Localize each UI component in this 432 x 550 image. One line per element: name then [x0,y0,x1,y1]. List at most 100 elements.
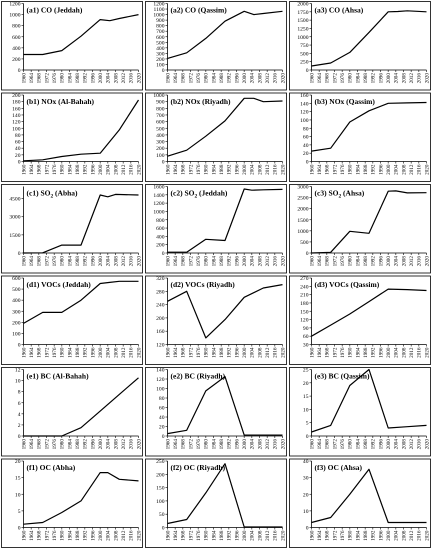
x-tick-label: 1992 [371,347,377,358]
x-tick-label: 1964 [29,439,35,450]
y-tick-label: 120 [300,110,309,116]
x-tick-label: 1972 [188,256,194,267]
x-tick-label: 1968 [325,530,331,541]
x-tick-label: 2008 [401,530,407,541]
x-tick-label: 1976 [340,164,346,175]
y-tick-label: 700 [156,29,165,35]
x-tick-label: 1996 [90,256,96,267]
x-tick-label: 1976 [196,164,202,175]
panel-frame [1,458,143,548]
x-tick-label: 2000 [98,256,104,267]
x-tick-label: 1992 [227,530,233,541]
y-tick-label: 1250 [297,26,308,32]
x-tick-label: 1984 [67,530,73,541]
x-tick-label: 1984 [211,164,217,175]
y-tick-label: 120 [156,343,165,349]
panel-frame [289,1,431,91]
panel-title: (d2) VOCs (Riyadh) [171,280,236,289]
x-tick-label: 2004 [250,164,256,175]
y-tick-label: 400 [156,46,165,52]
x-tick-label: 1980 [60,73,66,84]
y-tick-label: 240 [156,303,165,309]
x-tick-label: 1976 [196,73,202,84]
y-tick-label: 2000 [297,207,308,213]
x-tick-label: 2020 [424,439,430,450]
x-tick-label: 2008 [113,347,119,358]
x-tick-label: 1960 [21,530,27,541]
x-tick-label: 1960 [165,530,171,541]
y-tick-label: 270 [300,276,309,282]
x-tick-label: 1968 [37,256,43,267]
x-tick-label: 1980 [348,439,354,450]
x-tick-label: 1980 [348,347,354,358]
panel-title: (c3) SO2 (Ahsa) [315,189,365,200]
panel-frame [145,367,287,457]
y-tick-label: 1750 [297,10,308,16]
x-tick-label: 1960 [165,164,171,175]
panel-title: (d3) VOCs (Qassim) [315,280,380,289]
x-tick-label: 2012 [409,164,415,175]
y-tick-label: 200 [156,472,165,478]
y-tick-label: 900 [156,18,165,24]
x-tick-label: 1996 [90,530,96,541]
panel-frame [145,458,287,548]
y-tick-label: 20 [15,153,21,159]
x-tick-label: 1972 [332,439,338,450]
x-tick-label: 2000 [242,439,248,450]
y-tick-label: 80 [15,133,21,139]
x-tick-label: 2016 [129,439,135,450]
y-tick-label: 1000 [297,35,308,41]
chart-panel: 0 500 1000 1500 2000 2500 3000 1960 1964 1968 1972… [289,184,431,274]
x-tick-label: 1988 [363,439,369,450]
x-tick-label: 1968 [37,530,43,541]
x-tick-label: 1992 [83,439,89,450]
x-tick-label: 1992 [227,164,233,175]
y-tick-label: 250 [156,459,165,465]
y-tick-label: 0 [162,526,165,532]
panel-title: (d1) VOCs (Jeddah) [27,280,92,289]
x-tick-label: 1972 [44,164,50,175]
x-tick-label: 1976 [340,256,346,267]
x-tick-label: 2004 [394,347,400,358]
x-tick-label: 1960 [165,256,171,267]
y-tick-label: 140 [300,101,309,107]
x-tick-label: 2000 [98,164,104,175]
x-tick-label: 1964 [317,347,323,358]
series-line [311,468,427,524]
y-tick-label: 1200 [9,2,20,8]
x-tick-label: 1964 [317,73,323,84]
y-tick-label: 250 [300,60,309,66]
x-tick-label: 2016 [273,73,279,84]
y-tick-label: 1500 [9,233,20,239]
x-tick-label: 1984 [211,530,217,541]
x-tick-label: 2008 [113,164,119,175]
y-tick-label: 0 [162,68,165,74]
x-tick-label: 2020 [424,164,430,175]
x-tick-label: 1972 [44,439,50,450]
x-tick-label: 1980 [348,164,354,175]
y-tick-label: 3000 [297,185,308,191]
x-tick-label: 2004 [394,530,400,541]
x-tick-label: 1960 [21,347,27,358]
panel-title: (b1) NOx (Al-Bahah) [27,97,95,106]
y-tick-label: 20 [303,492,309,498]
x-tick-label: 2012 [121,439,127,450]
x-tick-label: 1976 [196,439,202,450]
x-tick-label: 1964 [29,164,35,175]
x-tick-label: 2004 [106,530,112,541]
chart-panel: 0 200 400 600 800 1000 1200 1400 1600 1960 1964 196… [145,184,287,274]
x-tick-label: 1976 [340,73,346,84]
x-tick-label: 2008 [401,439,407,450]
y-tick-label: 0 [306,160,309,166]
x-tick-label: 2012 [409,347,415,358]
x-tick-label: 2016 [129,73,135,84]
panel-frame [289,92,431,182]
x-tick-label: 1984 [355,73,361,84]
x-tick-label: 1984 [67,73,73,84]
x-tick-label: 2000 [386,164,392,175]
x-tick-label: 1984 [355,439,361,450]
x-tick-label: 2008 [401,164,407,175]
